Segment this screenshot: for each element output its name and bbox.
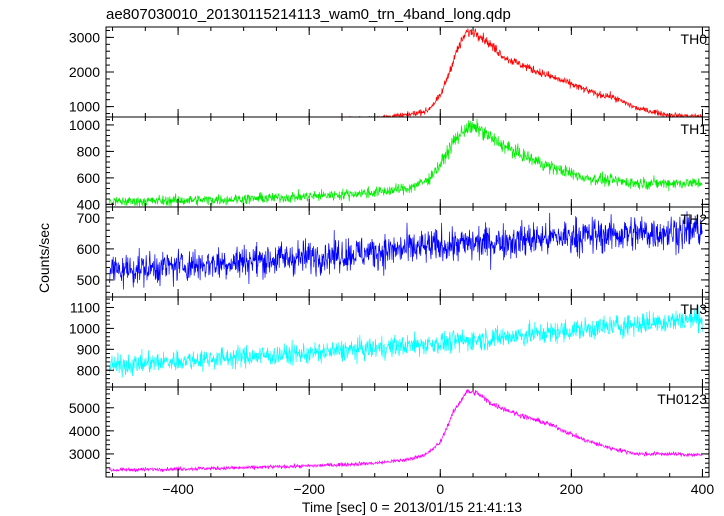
y-tick-label: 400 <box>77 196 101 212</box>
series-line-th1 <box>108 118 703 207</box>
y-tick-label: 900 <box>77 341 101 357</box>
y-tick-label: 5000 <box>69 400 100 416</box>
y-tick-label: 500 <box>77 272 101 288</box>
panel-th2: 500 600 700 TH2 <box>77 206 710 298</box>
series-line-th3 <box>108 305 703 378</box>
y-tick-label: 800 <box>77 362 101 378</box>
series-line-th2 <box>108 211 703 290</box>
y-tick-label: 1000 <box>69 117 100 133</box>
panel-frame <box>105 26 710 118</box>
panel-label: TH0 <box>681 31 708 47</box>
panel-th3: 800 900 1000 1100 TH3 <box>69 296 710 388</box>
y-tick-label: 1100 <box>70 299 100 315</box>
y-tick-label: 600 <box>77 241 101 257</box>
y-tick-label: 3000 <box>69 29 100 45</box>
panel-label: TH2 <box>681 211 708 227</box>
y-tick-label: 800 <box>77 143 101 159</box>
y-tick-label: 600 <box>77 170 101 186</box>
x-tick-label: −400 <box>162 481 194 497</box>
panel-label: TH0123 <box>657 391 707 407</box>
panel-frame <box>105 386 710 478</box>
y-tick-label: 1000 <box>69 99 100 115</box>
panel-label: TH3 <box>681 301 708 317</box>
y-tick-label: 2000 <box>69 64 100 80</box>
x-axis-title: Time [sec] 0 = 2013/01/15 21:41:13 <box>302 499 522 515</box>
panel-th1: 400 600 800 1000 TH1 <box>69 116 710 212</box>
x-tick-label: 0 <box>436 481 444 497</box>
y-tick-label: 1000 <box>69 320 100 336</box>
panel-frame <box>105 206 710 298</box>
x-tick-label: 400 <box>691 481 715 497</box>
chart-title: ae807030010_20130115214113_wam0_trn_4ban… <box>106 6 511 23</box>
panel-frame <box>105 116 710 208</box>
panel-label: TH1 <box>681 121 708 137</box>
x-tick-labels: −400 −200 0 200 400 <box>162 481 714 497</box>
y-tick-label: 700 <box>77 210 101 226</box>
x-tick-label: 200 <box>560 481 584 497</box>
x-tick-label: −200 <box>293 481 325 497</box>
y-axis-title: Counts/sec <box>36 223 52 293</box>
y-tick-label: 3000 <box>69 446 100 462</box>
series-line-th0123 <box>108 388 703 473</box>
y-tick-label: 4000 <box>69 423 100 439</box>
panel-th0123: 3000 4000 5000 TH0123 <box>69 386 710 478</box>
series-line-th0 <box>335 28 703 117</box>
panel-th0: 1000 2000 3000 TH0 <box>69 26 710 118</box>
